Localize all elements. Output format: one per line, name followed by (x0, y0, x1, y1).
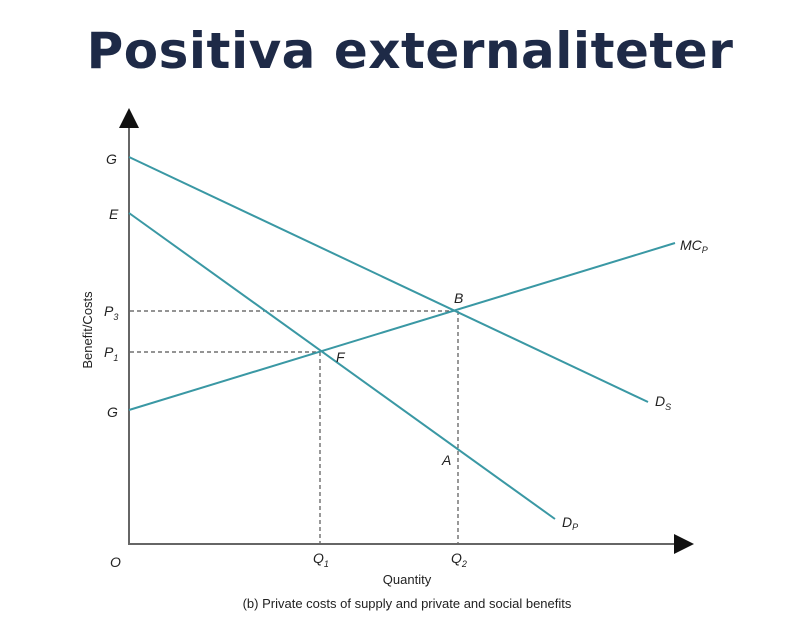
label-p1: P1 (104, 344, 118, 363)
x-axis-label: Quantity (383, 572, 432, 587)
slide-title: Positiva externaliteter (86, 22, 734, 80)
point-b-label: B (454, 290, 463, 306)
mcp-label: MCP (680, 237, 708, 255)
label-g-top: G (106, 151, 117, 167)
label-q2: Q2 (451, 550, 467, 569)
label-p3: P3 (104, 303, 118, 322)
label-g-bottom: G (107, 404, 118, 420)
point-a-label: A (441, 452, 451, 468)
label-e: E (109, 206, 119, 222)
ds-label: DS (655, 393, 671, 412)
social-demand-curve (128, 156, 649, 403)
y-axis-label: Benefit/Costs (80, 291, 95, 369)
diagram-caption: (b) Private costs of supply and private … (243, 596, 572, 611)
private-demand-curve (128, 212, 556, 520)
label-q1: Q1 (313, 550, 329, 569)
dp-label: DP (562, 514, 578, 532)
marginal-private-cost-curve (128, 242, 676, 411)
origin-label: O (110, 554, 121, 570)
point-f-label: F (336, 349, 346, 365)
